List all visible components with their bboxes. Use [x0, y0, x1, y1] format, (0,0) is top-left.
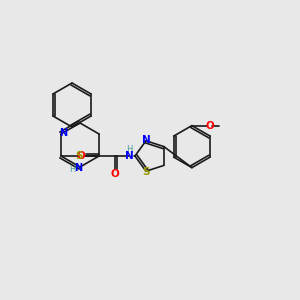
Text: N: N: [59, 128, 67, 138]
Text: N: N: [124, 151, 133, 161]
Text: N: N: [142, 135, 150, 145]
Text: H: H: [69, 166, 75, 175]
Text: O: O: [111, 169, 119, 179]
Text: N: N: [74, 163, 82, 173]
Text: S: S: [142, 167, 150, 177]
Text: O: O: [206, 121, 214, 130]
Text: O: O: [77, 151, 85, 161]
Text: S: S: [75, 151, 83, 161]
Text: H: H: [126, 146, 132, 154]
